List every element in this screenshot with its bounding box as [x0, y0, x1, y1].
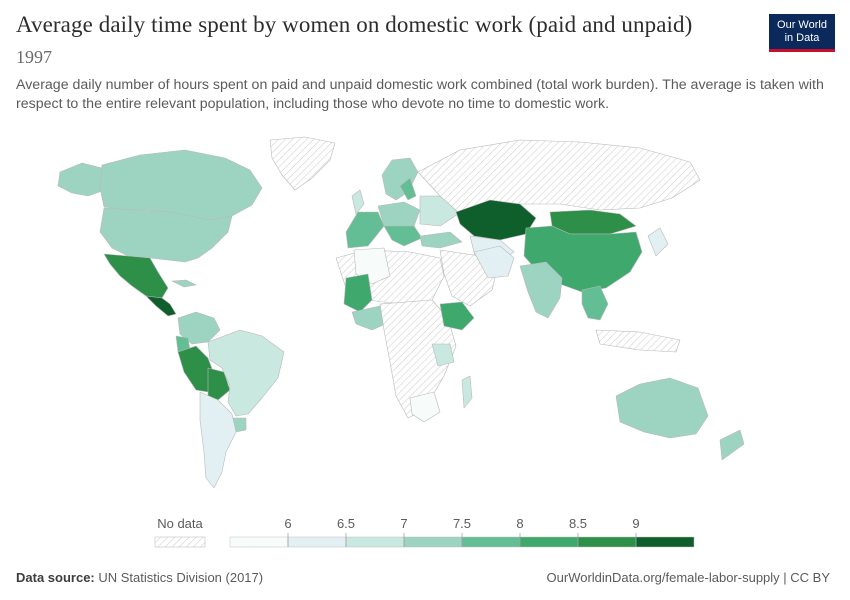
legend-color-bin[interactable] — [577, 536, 637, 548]
legend-color-bin[interactable] — [461, 536, 521, 548]
chart-year: 1997 — [16, 47, 52, 67]
legend-color-bin[interactable] — [519, 536, 579, 548]
legend-color-bin[interactable] — [229, 536, 289, 548]
map-alaska[interactable] — [57, 162, 106, 197]
legend-no-data-swatch — [154, 536, 206, 548]
logo-line-1: Our World — [777, 19, 827, 31]
legend-color-bin[interactable] — [345, 536, 405, 548]
map-india[interactable] — [519, 261, 563, 319]
chart-title: Average daily time spent by women on dom… — [16, 12, 693, 37]
map-new-zealand[interactable] — [719, 429, 745, 461]
footer-source-label: Data source: — [16, 570, 95, 585]
footer-url[interactable]: OurWorldinData.org/female-labor-supply |… — [546, 570, 830, 585]
legend-tick-label: 6.5 — [337, 516, 355, 531]
map-southeast-asia[interactable] — [581, 285, 609, 321]
map-legend: No data 6 6.5 7 7.5 8 8.5 9 — [154, 516, 695, 548]
map-mongolia[interactable] — [549, 209, 637, 235]
legend-color-bin[interactable] — [635, 536, 695, 548]
map-cuba[interactable] — [171, 279, 197, 288]
legend-tick-label: 8 — [516, 516, 523, 531]
map-mali[interactable] — [343, 273, 373, 313]
legend-tick-label: 8.5 — [569, 516, 587, 531]
map-australia[interactable] — [615, 377, 709, 439]
map-italy-balkans[interactable] — [383, 225, 423, 247]
map-korea-japan[interactable] — [647, 227, 669, 257]
map-iran[interactable] — [473, 245, 515, 279]
footer-source-text: UN Statistics Division (2017) — [98, 570, 264, 585]
legend-tick-label: 7 — [400, 516, 407, 531]
logo-line-2: in Data — [784, 32, 820, 44]
map-uk[interactable] — [351, 189, 365, 215]
legend-tick-label: 6 — [284, 516, 291, 531]
legend-no-data-label: No data — [157, 516, 203, 531]
world-map[interactable] — [0, 128, 850, 508]
map-ethiopia[interactable] — [439, 301, 475, 331]
legend-color-bin[interactable] — [287, 536, 347, 548]
map-greenland[interactable] — [269, 136, 336, 191]
map-tanzania[interactable] — [431, 343, 455, 367]
legend-tick-label: 7.5 — [453, 516, 471, 531]
map-indonesia[interactable] — [595, 329, 681, 353]
map-central-america[interactable] — [145, 295, 177, 317]
owid-logo[interactable]: Our World in Data — [769, 14, 835, 52]
map-west-africa[interactable] — [351, 305, 391, 331]
map-france-spain[interactable] — [345, 211, 385, 249]
map-turkey[interactable] — [419, 231, 463, 249]
footer-source: Data source: UN Statistics Division (201… — [16, 570, 263, 585]
map-bolivia[interactable] — [207, 367, 231, 401]
map-argentina-chile[interactable] — [199, 391, 237, 489]
map-usa[interactable] — [99, 207, 233, 263]
map-southern-africa[interactable] — [409, 391, 441, 423]
map-finland[interactable] — [399, 177, 417, 201]
legend-color-bin[interactable] — [403, 536, 463, 548]
map-brazil[interactable] — [207, 329, 285, 417]
legend-tick-label: 9 — [632, 516, 639, 531]
map-mexico[interactable] — [103, 253, 169, 299]
map-madagascar[interactable] — [461, 375, 473, 409]
map-colombia-venezuela[interactable] — [177, 311, 221, 345]
chart-subtitle: Average daily number of hours spent on p… — [16, 77, 824, 112]
map-russia[interactable] — [417, 139, 701, 213]
